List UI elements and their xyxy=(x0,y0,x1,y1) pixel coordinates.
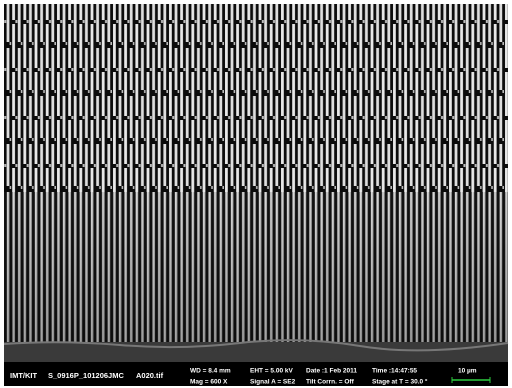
time: Time :14:47:55 xyxy=(372,368,417,375)
sem-image: IMT/KIT S_0916P_101206JMC A020.tif WD = … xyxy=(0,0,512,388)
shading xyxy=(4,192,508,342)
eht: EHT = 5.00 kV xyxy=(250,368,293,375)
page: IMT/KIT S_0916P_101206JMC A020.tif WD = … xyxy=(0,0,512,388)
substrate xyxy=(4,342,508,362)
scale-label: 10 µm xyxy=(458,368,477,375)
tilt-correction: Tilt Corrn. = Off xyxy=(306,379,355,386)
signal: Signal A = SE2 xyxy=(250,379,296,386)
date: Date :1 Feb 2011 xyxy=(306,368,357,375)
cantilever-tips xyxy=(4,4,508,192)
file-origin: IMT/KIT xyxy=(10,371,37,380)
file-name: A020.tif xyxy=(136,371,164,380)
working-distance: WD = 8.4 mm xyxy=(190,368,231,375)
magnification: Mag = 600 X xyxy=(190,379,228,386)
file-id: S_0916P_101206JMC xyxy=(48,371,124,380)
stage: Stage at T = 30.0 ° xyxy=(372,378,428,386)
